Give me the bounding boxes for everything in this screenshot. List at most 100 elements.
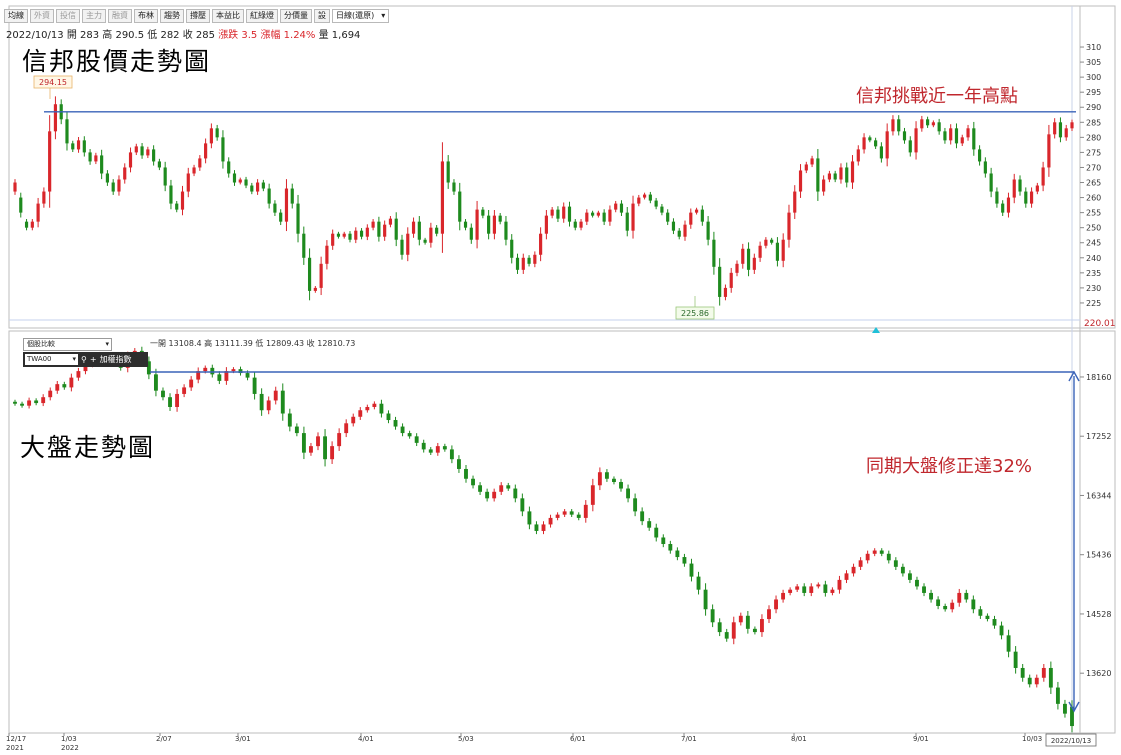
stock-candle [279, 212, 283, 222]
index-candle [717, 622, 722, 633]
index-candle [541, 524, 546, 531]
stock-candle [117, 179, 121, 192]
toolbar-button-8[interactable]: 本益比 [212, 9, 244, 23]
stock-candle [354, 230, 358, 240]
search-icon[interactable]: ⚲ [81, 355, 87, 364]
index-candle [590, 485, 595, 505]
stock-price-tick-label: 280 [1086, 133, 1101, 142]
stock-candle [342, 233, 346, 237]
x-label-1: 1/03 [61, 735, 77, 743]
stock-candle [741, 248, 745, 264]
stock-candle [400, 239, 404, 255]
index-symbol-input[interactable]: TWA00 [25, 354, 78, 365]
stock-candle [307, 257, 312, 291]
toolbar-button-4[interactable]: 融資 [108, 9, 132, 23]
stock-candle [954, 128, 959, 144]
stock-candle [1029, 191, 1034, 204]
stock-candle [238, 179, 242, 183]
stock-candle [163, 167, 167, 186]
stock-candle [244, 179, 248, 186]
period-select[interactable]: 日線(還原) [332, 9, 390, 23]
stock-candle [221, 137, 225, 162]
quote-line: 2022/10/13 開 283 高 290.5 低 282 收 285 漲跌 … [6, 26, 360, 41]
stock-candle [290, 188, 294, 204]
stock-candle [371, 221, 375, 228]
stock-candle [1070, 122, 1074, 129]
index-candle [1070, 706, 1074, 727]
stock-price-tick-label: 295 [1086, 88, 1101, 97]
index-price-tick-label: 13620 [1086, 669, 1111, 678]
stock-candle [931, 122, 935, 126]
stock-candle [879, 146, 883, 159]
toolbar-button-9[interactable]: 紅綠燈 [246, 9, 278, 23]
stock-candle [19, 197, 23, 213]
stock-candle [874, 140, 878, 147]
add-index-button[interactable]: 加權指數 [99, 355, 132, 364]
toolbar-button-7[interactable]: 撐壓 [186, 9, 210, 23]
stock-candle [515, 257, 520, 270]
stock-candle [359, 230, 364, 237]
stock-candle [937, 122, 941, 132]
toolbar-button-11[interactable]: 設 [314, 9, 330, 23]
x-label-3: 3/01 [235, 735, 251, 743]
index-candle [351, 416, 356, 424]
x-label-2: 2/07 [156, 735, 172, 743]
toolbar-button-3[interactable]: 主力 [82, 9, 106, 23]
index-candle [55, 384, 60, 391]
toolbar-button-1[interactable]: 外資 [30, 9, 54, 23]
stock-candle [521, 257, 525, 270]
toolbar-button-5[interactable]: 布林 [134, 9, 158, 23]
index-candle [612, 478, 616, 483]
index-candle [915, 579, 919, 587]
stock-candle [527, 257, 531, 264]
index-candle [809, 586, 814, 593]
stock-candle [845, 167, 849, 183]
stock-candle [914, 128, 918, 153]
stock-candle [94, 155, 98, 162]
quote-change-pct: 漲幅 1.24% [260, 30, 316, 41]
stock-candle [677, 230, 681, 237]
quote-change: 漲跌 3.5 [218, 30, 258, 41]
index-candle [1034, 677, 1039, 685]
toolbar-button-10[interactable]: 分價量 [280, 9, 312, 23]
index-candle [259, 393, 264, 411]
stock-candle [891, 119, 895, 132]
index-candle [795, 586, 800, 590]
index-candle [379, 403, 384, 414]
index-candle [555, 514, 560, 518]
stock-candle [475, 209, 479, 240]
toolbar-button-2[interactable]: 投信 [56, 9, 80, 23]
index-candle [978, 609, 983, 616]
index-candle [20, 403, 24, 406]
stock-candle [261, 182, 265, 189]
index-candle [774, 599, 778, 610]
toolbar-button-6[interactable]: 趨勢 [160, 9, 184, 23]
stock-candle [671, 221, 676, 231]
stock-candle [198, 158, 202, 168]
index-candle [182, 387, 187, 394]
toolbar-button-0[interactable]: 均線 [4, 9, 28, 23]
x-label-5: 5/03 [458, 735, 474, 743]
index-candle [562, 511, 567, 515]
stock-candle [562, 206, 566, 219]
stock-candle [325, 245, 329, 264]
index-candle [534, 524, 539, 531]
stock-title: 信邦股價走勢圖 [22, 47, 212, 76]
stock-candle [822, 179, 826, 192]
index-title: 大盤走勢圖 [20, 433, 156, 462]
stock-candle [331, 233, 335, 246]
compare-select[interactable]: 個股比較 [23, 338, 112, 351]
stock-candle [492, 215, 496, 234]
index-candle [682, 557, 687, 564]
index-candle [280, 390, 285, 414]
stock-candle [365, 227, 369, 237]
stock-candle [966, 128, 970, 138]
add-icon[interactable]: + [89, 355, 97, 364]
stock-candle [36, 203, 40, 222]
stock-candle [619, 203, 624, 213]
index-candle [442, 446, 447, 450]
stock-candle [13, 182, 17, 192]
stock-candle [983, 161, 987, 174]
stock-candle [186, 173, 190, 192]
stock-candle [556, 209, 560, 219]
